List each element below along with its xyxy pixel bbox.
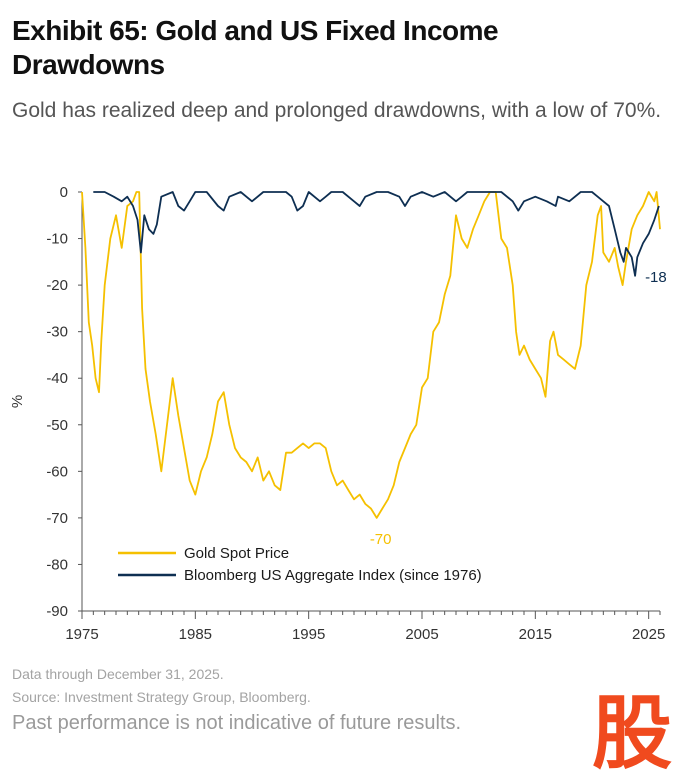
brand-logo-icon: 股 <box>592 687 672 772</box>
gold-low-label: -70 <box>370 531 392 548</box>
y-tick-label: -60 <box>46 463 68 480</box>
y-tick-label: -20 <box>46 277 68 294</box>
bond-low-label: -18 <box>645 269 667 286</box>
page-subtitle: Gold has realized deep and prolonged dra… <box>12 99 662 122</box>
x-tick-label: 1995 <box>292 626 325 643</box>
chart-legend: Gold Spot Price Bloomberg US Aggregate In… <box>118 545 482 584</box>
legend-label-bond: Bloomberg US Aggregate Index (since 1976… <box>184 567 482 584</box>
series-layer <box>81 191 661 519</box>
x-tick-label: 2015 <box>519 626 552 643</box>
x-tick-label: 1985 <box>179 626 212 643</box>
x-axis: 1975 1985 1995 2005 2015 2025 <box>65 610 665 643</box>
y-tick-label: -40 <box>46 370 68 387</box>
gold-series-line <box>81 191 661 519</box>
y-tick-label: -90 <box>46 603 68 620</box>
bond-series-line <box>93 191 660 277</box>
brand-logo-glyph: 股 <box>592 687 672 772</box>
source-note: Source: Investment Strategy Group, Bloom… <box>12 689 311 705</box>
x-tick-label: 2025 <box>632 626 665 643</box>
y-axis: 0 -10 -20 -30 -40 -50 -60 -70 -80 -90% <box>9 184 83 620</box>
drawdown-chart: 0-10-20-30-40-50-60-70-80-90% 1975 1985 19… <box>9 184 667 643</box>
data-note: Data through December 31, 2025. <box>12 666 224 682</box>
disclaimer: Past performance is not indicative of fu… <box>12 712 462 734</box>
y-tick-label: -30 <box>46 324 68 341</box>
x-tick-label: 1975 <box>65 626 98 643</box>
y-tick-label: 0 <box>60 184 68 201</box>
y-tick-label: -50 <box>46 417 68 434</box>
legend-label-gold: Gold Spot Price <box>184 545 289 562</box>
y-tick-label: -70 <box>46 510 68 527</box>
y-tick-label: -10 <box>46 231 68 248</box>
y-axis-label: % <box>9 395 26 408</box>
x-tick-label: 2005 <box>405 626 438 643</box>
y-tick-label: -80 <box>46 556 68 573</box>
brand-logo: 股 <box>584 684 680 772</box>
annotation-layer: -70 -18 <box>370 269 667 548</box>
page-title: Exhibit 65: Gold and US Fixed Income Dra… <box>12 15 499 80</box>
